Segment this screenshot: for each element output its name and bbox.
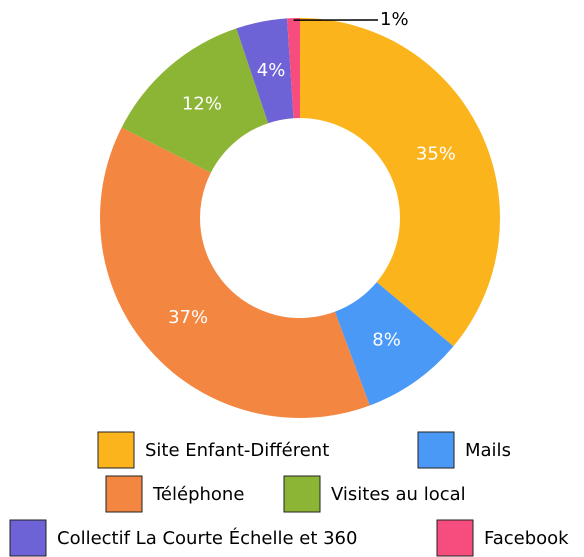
data-label: 1%: [380, 9, 409, 30]
legend-label: Visites au local: [331, 484, 466, 505]
legend-swatch: [105, 475, 143, 513]
data-label: 4%: [257, 60, 286, 81]
data-label: 37%: [168, 307, 208, 328]
donut-slice: [100, 127, 370, 418]
legend-swatch: [9, 519, 47, 557]
legend-swatch: [283, 475, 321, 513]
data-label: 12%: [182, 93, 222, 114]
donut-slice: [300, 18, 500, 347]
legend-swatch: [417, 431, 455, 469]
legend-label: Collectif La Courte Échelle et 360: [57, 527, 357, 549]
donut-slice: [334, 282, 454, 406]
legend-label: Facebook: [484, 528, 569, 549]
donut-slice: [121, 28, 269, 173]
data-label: 8%: [372, 329, 401, 350]
data-label: 35%: [416, 143, 456, 164]
donut-slice: [236, 18, 294, 124]
legend-label: Site Enfant-Différent: [145, 440, 329, 461]
legend-swatch: [97, 431, 135, 469]
legend-label: Mails: [465, 440, 511, 461]
legend-swatch: [436, 519, 474, 557]
donut-slice: [287, 18, 300, 119]
legend-label: Téléphone: [152, 484, 244, 505]
